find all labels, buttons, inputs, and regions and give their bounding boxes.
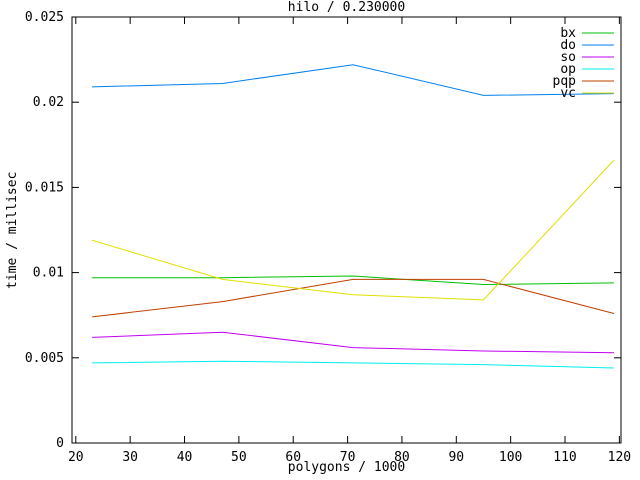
legend-label-so: so — [560, 50, 576, 65]
series-line-so — [92, 331, 614, 354]
x-tick-label: 90 — [448, 450, 464, 465]
x-tick-label: 40 — [177, 450, 193, 465]
x-tick-label: 120 — [608, 450, 631, 465]
series-line-bx — [92, 275, 614, 286]
chart-title: hilo / 0.230000 — [287, 0, 406, 15]
legend-label-do: do — [560, 38, 576, 53]
x-tick-label: 50 — [231, 450, 247, 465]
y-axis-title: time / millisec — [5, 171, 20, 289]
legend-label-vc: vc — [560, 86, 576, 101]
plot-border — [71, 16, 622, 444]
y-tick-label: 0.01 — [33, 266, 64, 281]
x-axis-title: polygons / 1000 — [287, 460, 406, 475]
y-tick-label: 0.02 — [33, 95, 64, 110]
series-line-vc — [91, 159, 615, 301]
legend-label-bx: bx — [560, 26, 576, 41]
x-tick-label: 100 — [499, 450, 522, 465]
y-tick-label: 0 — [56, 436, 64, 451]
y-tick-label: 0.015 — [25, 180, 64, 195]
y-tick-label: 0.025 — [25, 10, 64, 25]
x-tick-label: 80 — [394, 450, 410, 465]
series-line-do — [92, 64, 614, 96]
series-line-pqp — [92, 278, 615, 318]
x-tick-label: 70 — [340, 450, 356, 465]
legend-label-op: op — [560, 62, 576, 77]
y-tick-label: 0.005 — [25, 351, 64, 366]
series-line-op — [92, 360, 614, 369]
x-tick-label: 20 — [68, 450, 84, 465]
x-tick-label: 30 — [122, 450, 138, 465]
legend-label-pqp: pqp — [553, 74, 577, 89]
x-tick-label: 110 — [553, 450, 576, 465]
x-tick-label: 60 — [285, 450, 301, 465]
